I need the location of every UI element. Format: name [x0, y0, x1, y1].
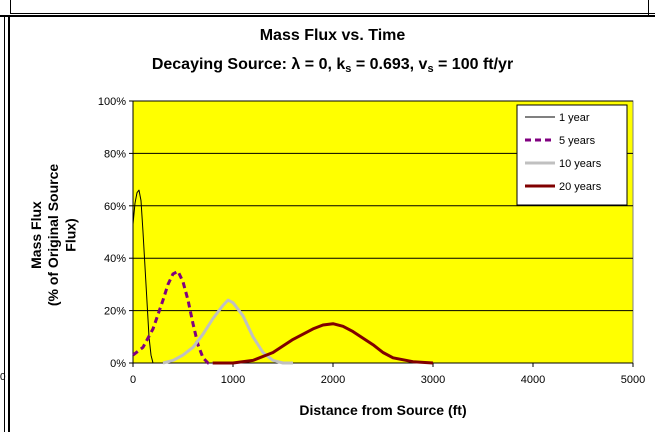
- y-tick-label: 60%: [104, 201, 126, 213]
- legend-label: 20 years: [559, 181, 602, 193]
- y-tick-label: 100%: [98, 96, 126, 108]
- x-axis-title: Distance from Source (ft): [299, 402, 467, 418]
- legend-box: [516, 104, 628, 206]
- x-tick-label: 5000: [621, 374, 645, 386]
- subtitle-vs-subscript: s: [427, 63, 434, 75]
- frame-left-thin-border: [4, 17, 5, 432]
- subtitle-prefix: Decaying Source: λ = 0, k: [151, 56, 346, 73]
- chart-subtitle: Decaying Source: λ = 0, ks = 0.693, vs =…: [10, 56, 655, 75]
- series-line-2: [132, 269, 213, 365]
- chart-title: Mass Flux vs. Time: [259, 27, 406, 44]
- y-axis-title-line2: (% of Original Source: [45, 163, 62, 307]
- x-tick-label: 0: [130, 374, 136, 386]
- legend-label: 1 year: [559, 112, 590, 124]
- subtitle-mid: = 0.693, v: [351, 56, 428, 73]
- subtitle-ks-subscript: s: [345, 63, 352, 75]
- subtitle-suffix: = 100 ft/yr: [433, 56, 514, 73]
- legend-label: 10 years: [559, 158, 602, 170]
- frame-top-border: [0, 0, 655, 17]
- frame-top-cell: [10, 0, 655, 14]
- frame-right-divider: [648, 0, 649, 17]
- series-line-4: [213, 322, 434, 365]
- frame-left-border: [8, 17, 10, 432]
- y-tick-label: 20%: [104, 306, 126, 318]
- x-tick-label: 1000: [221, 374, 245, 386]
- y-tick-label: 0%: [110, 358, 126, 370]
- y-tick-label: 80%: [104, 148, 126, 160]
- y-tick-label: 40%: [104, 253, 126, 265]
- y-axis-title-line1: Mass Flux: [27, 201, 44, 269]
- x-tick-label: 4000: [521, 374, 545, 386]
- legend-label: 5 years: [559, 135, 596, 147]
- stray-cell-value: 0: [0, 372, 6, 383]
- series-line-1: [132, 189, 154, 364]
- x-tick-label: 2000: [321, 374, 345, 386]
- x-tick-label: 3000: [421, 374, 445, 386]
- y-axis-title-line3: Flux): [62, 218, 79, 252]
- series-line-3: [162, 298, 293, 365]
